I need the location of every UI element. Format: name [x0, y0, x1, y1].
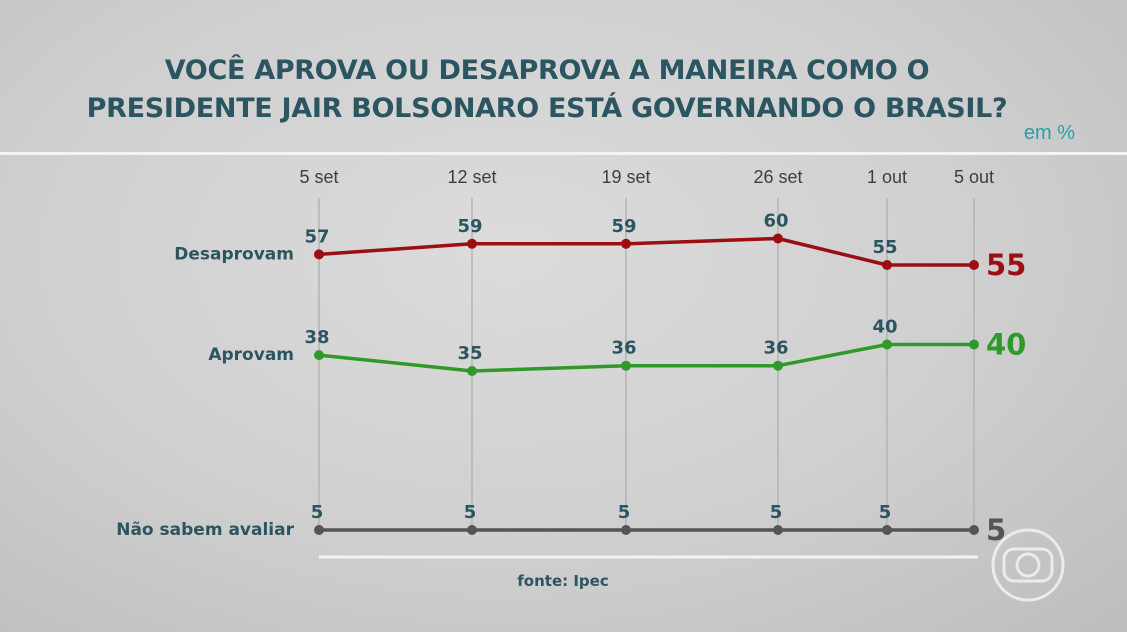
data-point-desaprovam [773, 233, 783, 244]
data-point-desaprovam [882, 260, 892, 270]
source-label: fonte: Ipec [517, 572, 608, 590]
globo-logo-icon [991, 528, 1065, 602]
data-point-desaprovam [467, 238, 477, 249]
data-label-nao_sabem: 5 [770, 502, 783, 523]
series-name-aprovam: Aprovam [208, 345, 294, 365]
x-tick-label: 1 out [867, 167, 907, 187]
x-tick-label: 5 set [299, 167, 338, 187]
unit-label: em % [1023, 122, 1075, 144]
data-label-aprovam: 38 [304, 327, 329, 348]
data-point-desaprovam [314, 249, 324, 260]
data-point-aprovam [882, 339, 892, 350]
data-label-desaprovam: 59 [611, 216, 636, 237]
data-label-aprovam: 36 [611, 338, 636, 359]
data-label-nao_sabem: 5 [618, 502, 631, 523]
series-line-aprovam [318, 342, 974, 373]
data-point-aprovam [969, 339, 979, 350]
series-line-desaprovam [318, 236, 974, 267]
series-name-nao_sabem: Não sabem avaliar [116, 520, 294, 540]
data-point-nao_sabem [621, 525, 631, 535]
series-name-desaprovam: Desaprovam [174, 244, 294, 264]
data-label-nao_sabem: 5 [879, 502, 892, 523]
data-point-desaprovam [621, 238, 631, 249]
data-point-nao_sabem [882, 525, 892, 535]
title-line-2: PRESIDENTE JAIR BOLSONARO ESTÁ GOVERNAND… [86, 93, 1008, 124]
data-point-nao_sabem [467, 525, 477, 535]
data-label-nao_sabem: 5 [311, 502, 324, 523]
data-point-nao_sabem [314, 525, 324, 535]
data-label-nao_sabem: 5 [464, 502, 477, 523]
x-tick-label: 19 set [601, 167, 650, 187]
x-tick-label: 12 set [447, 167, 496, 187]
final-value-label-nao_sabem: 5 [986, 513, 1006, 547]
data-point-aprovam [773, 360, 783, 371]
x-tick-label: 26 set [753, 167, 802, 187]
data-point-aprovam [467, 366, 477, 376]
chart-title: VOCÊ APROVA OU DESAPROVA A MANEIRA COMO … [0, 52, 1094, 128]
data-point-aprovam [314, 350, 324, 361]
data-label-desaprovam: 55 [872, 237, 897, 258]
data-label-aprovam: 40 [872, 317, 897, 338]
data-label-aprovam: 36 [763, 338, 788, 359]
header-divider [0, 152, 1127, 155]
final-value-label-desaprovam: 55 [986, 248, 1026, 282]
data-label-desaprovam: 57 [304, 226, 329, 247]
data-label-desaprovam: 59 [457, 216, 482, 237]
data-label-desaprovam: 60 [763, 211, 788, 232]
data-point-nao_sabem [969, 525, 979, 535]
data-point-desaprovam [969, 260, 979, 270]
data-label-aprovam: 35 [457, 343, 482, 364]
title-line-1: VOCÊ APROVA OU DESAPROVA A MANEIRA COMO … [164, 55, 930, 86]
data-point-nao_sabem [773, 525, 783, 535]
final-value-label-aprovam: 40 [986, 328, 1026, 362]
x-tick-label: 5 out [954, 167, 994, 187]
data-point-aprovam [621, 360, 631, 371]
